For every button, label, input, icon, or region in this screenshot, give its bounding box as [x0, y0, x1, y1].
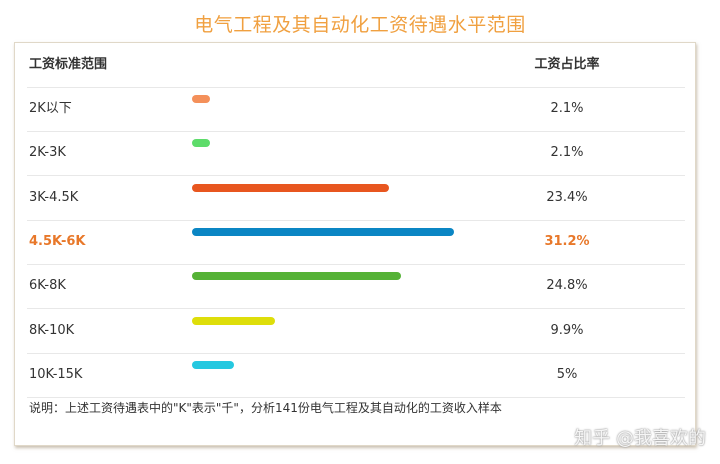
table-row: 2K-3K 2.1% — [27, 131, 685, 177]
pct-bar — [192, 183, 389, 192]
pct-bar — [192, 316, 275, 325]
range-label: 6K-8K — [29, 278, 66, 294]
pct-bar — [192, 360, 234, 369]
pct-bar — [192, 227, 454, 236]
table-row: 3K-4.5K 23.4% — [27, 176, 685, 221]
header-range: 工资标准范围 — [29, 57, 108, 72]
range-label: 3K-4.5K — [29, 189, 79, 205]
range-label: 10K-15K — [29, 366, 83, 382]
range-label: 2K以下 — [29, 101, 72, 116]
pct-value: 5% — [556, 366, 578, 382]
table-row: 4.5K-6K 31.2% — [27, 220, 685, 265]
pct-value: 23.4% — [546, 189, 588, 205]
header-pct: 工资占比率 — [534, 57, 600, 72]
table-row: 2K以下 2.1% — [27, 87, 685, 132]
pct-bar — [192, 95, 210, 103]
pct-value: 24.8% — [546, 278, 588, 294]
range-label: 2K-3K — [29, 145, 66, 161]
pct-value: 9.9% — [550, 322, 584, 338]
chart-title: 电气工程及其自动化工资待遇水平范围 — [194, 14, 526, 36]
salary-table-card: 工资标准范围 工资占比率 2K以下 2.1% 2K-3K 2.1% 3K-4.5K … — [14, 42, 696, 446]
pct-bar — [192, 272, 401, 281]
pct-bar — [192, 139, 210, 148]
footnote: 说明：上述工资待遇表中的"K"表示"千"，分析141份电气工程及其自动化的工资收… — [29, 401, 502, 415]
pct-value: 31.2% — [544, 233, 590, 249]
table-row: 10K-15K 5% — [27, 353, 685, 398]
watermark: 知乎 @我喜欢的 — [574, 428, 706, 449]
table-header: 工资标准范围 工资占比率 — [27, 43, 685, 88]
table-row: 8K-10K 9.9% — [27, 309, 685, 354]
range-label: 4.5K-6K — [29, 233, 86, 249]
pct-value: 2.1% — [550, 101, 584, 116]
range-label: 8K-10K — [29, 322, 75, 338]
table-row: 6K-8K 24.8% — [27, 264, 685, 310]
pct-value: 2.1% — [550, 145, 584, 161]
